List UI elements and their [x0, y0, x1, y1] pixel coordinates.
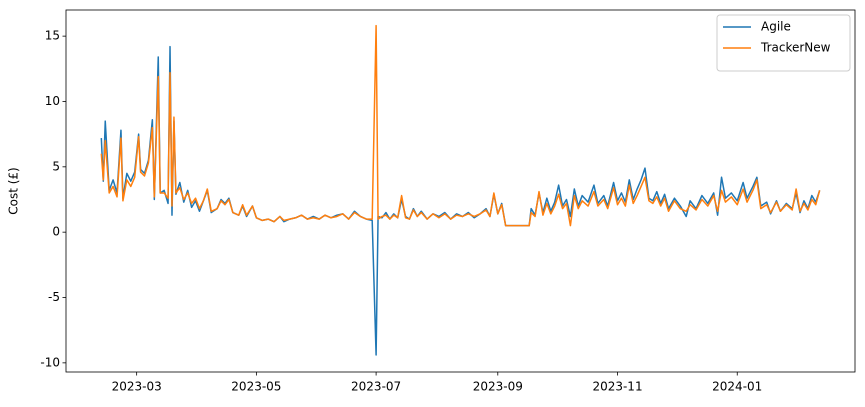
y-tick-label: -10: [40, 355, 60, 369]
x-tick-label: 2023-09: [473, 380, 523, 394]
series-line: [100, 24, 821, 227]
x-tick-label: 2023-03: [112, 380, 162, 394]
y-tick-label: 0: [52, 225, 60, 239]
x-tick-label: 2024-01: [712, 380, 762, 394]
x-tick-label: 2023-07: [351, 380, 401, 394]
x-tick-label: 2023-11: [592, 380, 642, 394]
y-tick-label: 15: [45, 29, 60, 43]
y-tick-label: 10: [45, 94, 60, 108]
x-tick-label: 2023-05: [231, 380, 281, 394]
y-tick-label: 5: [52, 159, 60, 173]
plot-frame: [65, 9, 856, 373]
legend-label: Agile: [761, 20, 791, 34]
y-axis-label: Cost (£): [7, 167, 21, 215]
y-tick-label: -5: [48, 290, 60, 304]
legend-box: [716, 14, 851, 72]
legend-label: TrackerNew: [760, 41, 831, 55]
